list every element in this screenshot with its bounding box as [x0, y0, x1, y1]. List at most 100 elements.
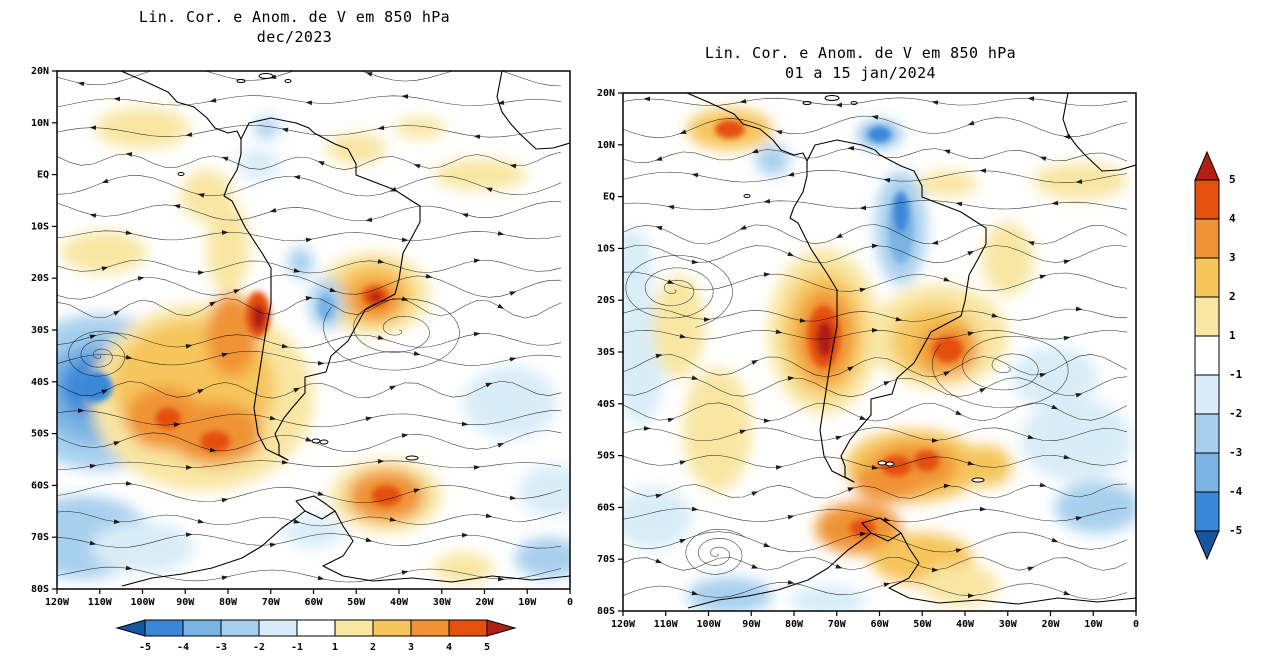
colorbar-segment [1194, 374, 1220, 415]
stream-arrow-icon [269, 415, 277, 421]
stream-arrow-icon [751, 148, 759, 154]
anomaly-blob [652, 274, 705, 378]
stream-arrow-icon [979, 387, 987, 393]
colorbar-label: 5 [1229, 173, 1236, 186]
colorbar-label: 2 [370, 642, 376, 653]
stream-arrow-icon [775, 130, 783, 135]
streamlines [623, 96, 1128, 600]
stream-arrow-icon [269, 207, 277, 213]
stream-arrow-icon [871, 243, 879, 249]
lat-tick-label: 10N [31, 118, 49, 129]
stream-arrow-icon [413, 488, 421, 494]
stream-arrow-icon [679, 460, 687, 465]
stream-line [623, 200, 1128, 211]
colorbar-segment [182, 619, 222, 637]
stream-arrow-icon [113, 519, 121, 525]
stream-arrow-icon [931, 100, 939, 106]
stream-arrow-icon [221, 497, 229, 503]
stream-arrow-icon [461, 532, 469, 538]
stream-arrow-icon [763, 542, 771, 548]
stream-arrow-icon [763, 418, 771, 423]
stream-arrow-icon [835, 233, 843, 239]
anomaly-blob [253, 117, 280, 139]
lon-tick-label: 70W [262, 597, 281, 608]
stream-arrow-icon [847, 366, 855, 372]
colorbar-segment [1194, 452, 1220, 493]
stream-arrow-icon [269, 542, 277, 548]
lon-tick-label: 80W [219, 597, 238, 608]
stream-arrow-icon [89, 463, 97, 469]
stream-line [57, 95, 562, 108]
anomaly-blob [514, 537, 570, 579]
stream-arrow-icon [197, 518, 205, 524]
stream-arrow-icon [955, 410, 963, 416]
panel-title-left-line2: dec/2023 [256, 27, 333, 46]
lon-tick-label: 40W [390, 597, 409, 608]
stream-arrow-icon [125, 151, 133, 157]
stream-arrow-icon [473, 465, 481, 470]
stream-arrow-icon [485, 187, 493, 193]
lat-tick-label: EQ [603, 192, 615, 203]
colorbar-label: -1 [291, 642, 303, 653]
stream-line [623, 224, 1128, 245]
lon-tick-label: 20W [475, 597, 494, 608]
stream-arrow-icon [305, 295, 313, 301]
anomaly-blob [922, 564, 1000, 606]
stream-arrow-icon [221, 230, 229, 235]
stream-arrow-icon [413, 164, 421, 169]
stream-arrow-icon [89, 334, 97, 340]
lat-tick-label: 10S [31, 221, 49, 232]
stream-arrow-icon [691, 172, 699, 178]
anomaly-blob [868, 126, 891, 143]
colorbar-label: -3 [215, 642, 227, 653]
stream-line [623, 427, 1128, 442]
stream-arrow-icon [1039, 274, 1047, 280]
colorbar-label: 5 [484, 642, 490, 653]
stream-arrow-icon [967, 593, 975, 599]
lon-tick-label: 120W [45, 597, 70, 608]
stream-arrow-icon [871, 327, 879, 333]
stream-line [57, 511, 562, 527]
stream-arrow-icon [739, 224, 747, 230]
stream-arrow-icon [185, 132, 193, 137]
stream-arrow-icon [703, 317, 711, 322]
stream-arrow-icon [401, 433, 409, 439]
colorbar-segment [1194, 413, 1220, 454]
stream-arrow-icon [1027, 96, 1035, 102]
stream-arrow-icon [281, 127, 289, 133]
stream-arrow-icon [461, 421, 469, 427]
lat-tick-label: 20S [597, 295, 615, 306]
colorbar-label: -2 [1229, 407, 1242, 420]
stream-arrow-icon [859, 531, 867, 537]
stream-arrow-icon [509, 495, 517, 501]
stream-arrow-icon [859, 415, 867, 420]
anomaly-shading [623, 108, 1136, 611]
colorbar-label: -1 [1229, 368, 1243, 381]
lon-tick-label: 40W [956, 619, 975, 630]
lat-axis: 20N 10N EQ 10S 20S 30S 40S 50S 60S 70S 80S [31, 66, 57, 595]
lat-tick-label: 60S [31, 480, 49, 491]
stream-arrow-icon [955, 201, 963, 207]
colorbar-segment [1194, 257, 1220, 298]
lon-tick-label: 60W [304, 597, 323, 608]
stream-arrow-icon [293, 175, 301, 180]
stream-line [57, 151, 562, 170]
stream-arrow-icon [125, 481, 133, 486]
colorbar-segment [296, 619, 336, 637]
stream-line [623, 531, 1128, 553]
colorbar-segment [410, 619, 450, 637]
colorbar-segment [144, 619, 184, 637]
stream-line [623, 581, 1128, 600]
stream-arrow-icon [1051, 404, 1059, 410]
anomaly-blob [789, 585, 867, 611]
anomaly-blob [913, 450, 940, 472]
lon-tick-label: 30W [999, 619, 1018, 630]
stream-arrow-icon [883, 582, 891, 588]
colorbar-label: 3 [408, 642, 414, 653]
stream-arrow-icon [943, 371, 951, 377]
colorbar-segment [1194, 179, 1220, 220]
anomaly-blob [91, 521, 194, 574]
stream-arrow-icon [497, 100, 505, 105]
lat-tick-label: 50S [31, 429, 49, 440]
stream-arrow-icon [113, 310, 121, 316]
